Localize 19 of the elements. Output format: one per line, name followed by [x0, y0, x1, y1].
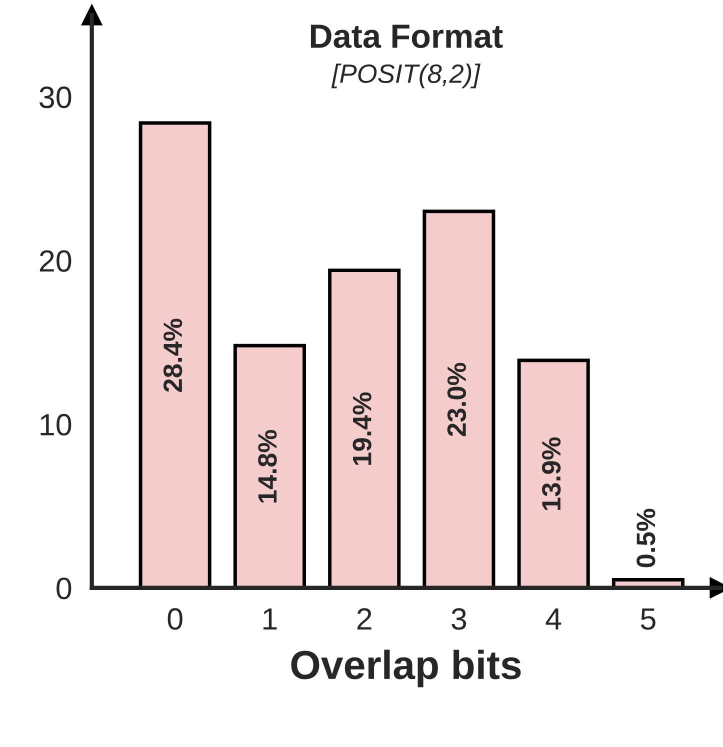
y-tick-label: 20	[40, 250, 72, 272]
x-tick-label: 4	[546, 608, 562, 630]
x-axis-title: Overlap bits	[291, 650, 521, 688]
x-tick-label: 2	[357, 608, 372, 630]
data-label: 14.8%	[258, 430, 277, 502]
data-label: 0.5%	[636, 508, 656, 568]
x-tick-label: 1	[264, 608, 277, 630]
x-tick-label: 5	[640, 608, 656, 630]
x-tick-label: 0	[168, 608, 182, 630]
x-tick-label: 3	[452, 608, 466, 630]
data-label: 28.4%	[163, 318, 182, 392]
y-tick-label: 30	[40, 86, 72, 108]
text: [POSIT(8,2)]	[331, 64, 481, 88]
y-tick-label: 0	[56, 578, 72, 600]
y-tick-label: 10	[40, 414, 72, 436]
data-label: 13.9%	[542, 437, 561, 510]
chart-title: Data Format	[310, 24, 503, 48]
data-label: 23.0%	[447, 362, 466, 436]
data-label: 19.4%	[352, 392, 372, 465]
